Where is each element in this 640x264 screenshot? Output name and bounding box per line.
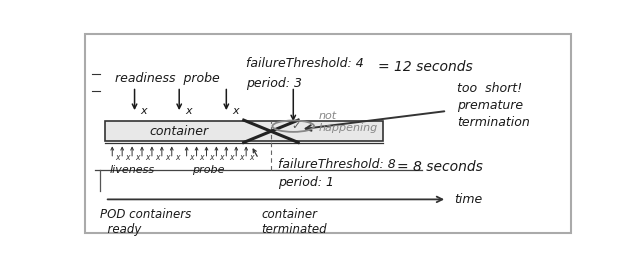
Text: x: x bbox=[239, 153, 244, 162]
Text: liveness: liveness bbox=[110, 165, 155, 175]
Text: = 8 seconds: = 8 seconds bbox=[397, 160, 483, 174]
Text: x: x bbox=[115, 153, 120, 162]
Text: x: x bbox=[141, 106, 147, 116]
Text: container: container bbox=[150, 125, 209, 138]
Text: probe: probe bbox=[191, 165, 224, 175]
Text: x: x bbox=[229, 153, 234, 162]
Text: x: x bbox=[200, 153, 204, 162]
Bar bbox=[105, 121, 383, 142]
Text: x: x bbox=[165, 153, 170, 162]
Text: x: x bbox=[209, 153, 214, 162]
Text: time: time bbox=[454, 193, 483, 206]
Text: ✓: ✓ bbox=[291, 121, 300, 131]
Text: = 12 seconds: = 12 seconds bbox=[378, 60, 472, 74]
Text: period: 1: period: 1 bbox=[278, 176, 334, 189]
Text: x: x bbox=[189, 153, 194, 162]
Text: x: x bbox=[175, 153, 179, 162]
Text: x: x bbox=[232, 106, 239, 116]
Text: failureThreshold: 8: failureThreshold: 8 bbox=[278, 158, 396, 171]
Text: x: x bbox=[135, 153, 140, 162]
Text: container
terminated: container terminated bbox=[261, 208, 326, 235]
Text: x: x bbox=[145, 153, 150, 162]
Text: x: x bbox=[220, 153, 224, 162]
Text: period: 3: period: 3 bbox=[246, 77, 302, 90]
Text: failureThreshold: 4: failureThreshold: 4 bbox=[246, 57, 364, 70]
Text: not
happening: not happening bbox=[319, 111, 378, 133]
Text: readiness  probe: readiness probe bbox=[115, 72, 220, 85]
Text: too  short!
premature
termination: too short! premature termination bbox=[457, 82, 530, 130]
Text: POD containers
  ready: POD containers ready bbox=[100, 208, 191, 235]
Text: x: x bbox=[155, 153, 159, 162]
Text: x: x bbox=[125, 153, 130, 162]
Text: x: x bbox=[249, 153, 253, 162]
Text: x: x bbox=[185, 106, 192, 116]
